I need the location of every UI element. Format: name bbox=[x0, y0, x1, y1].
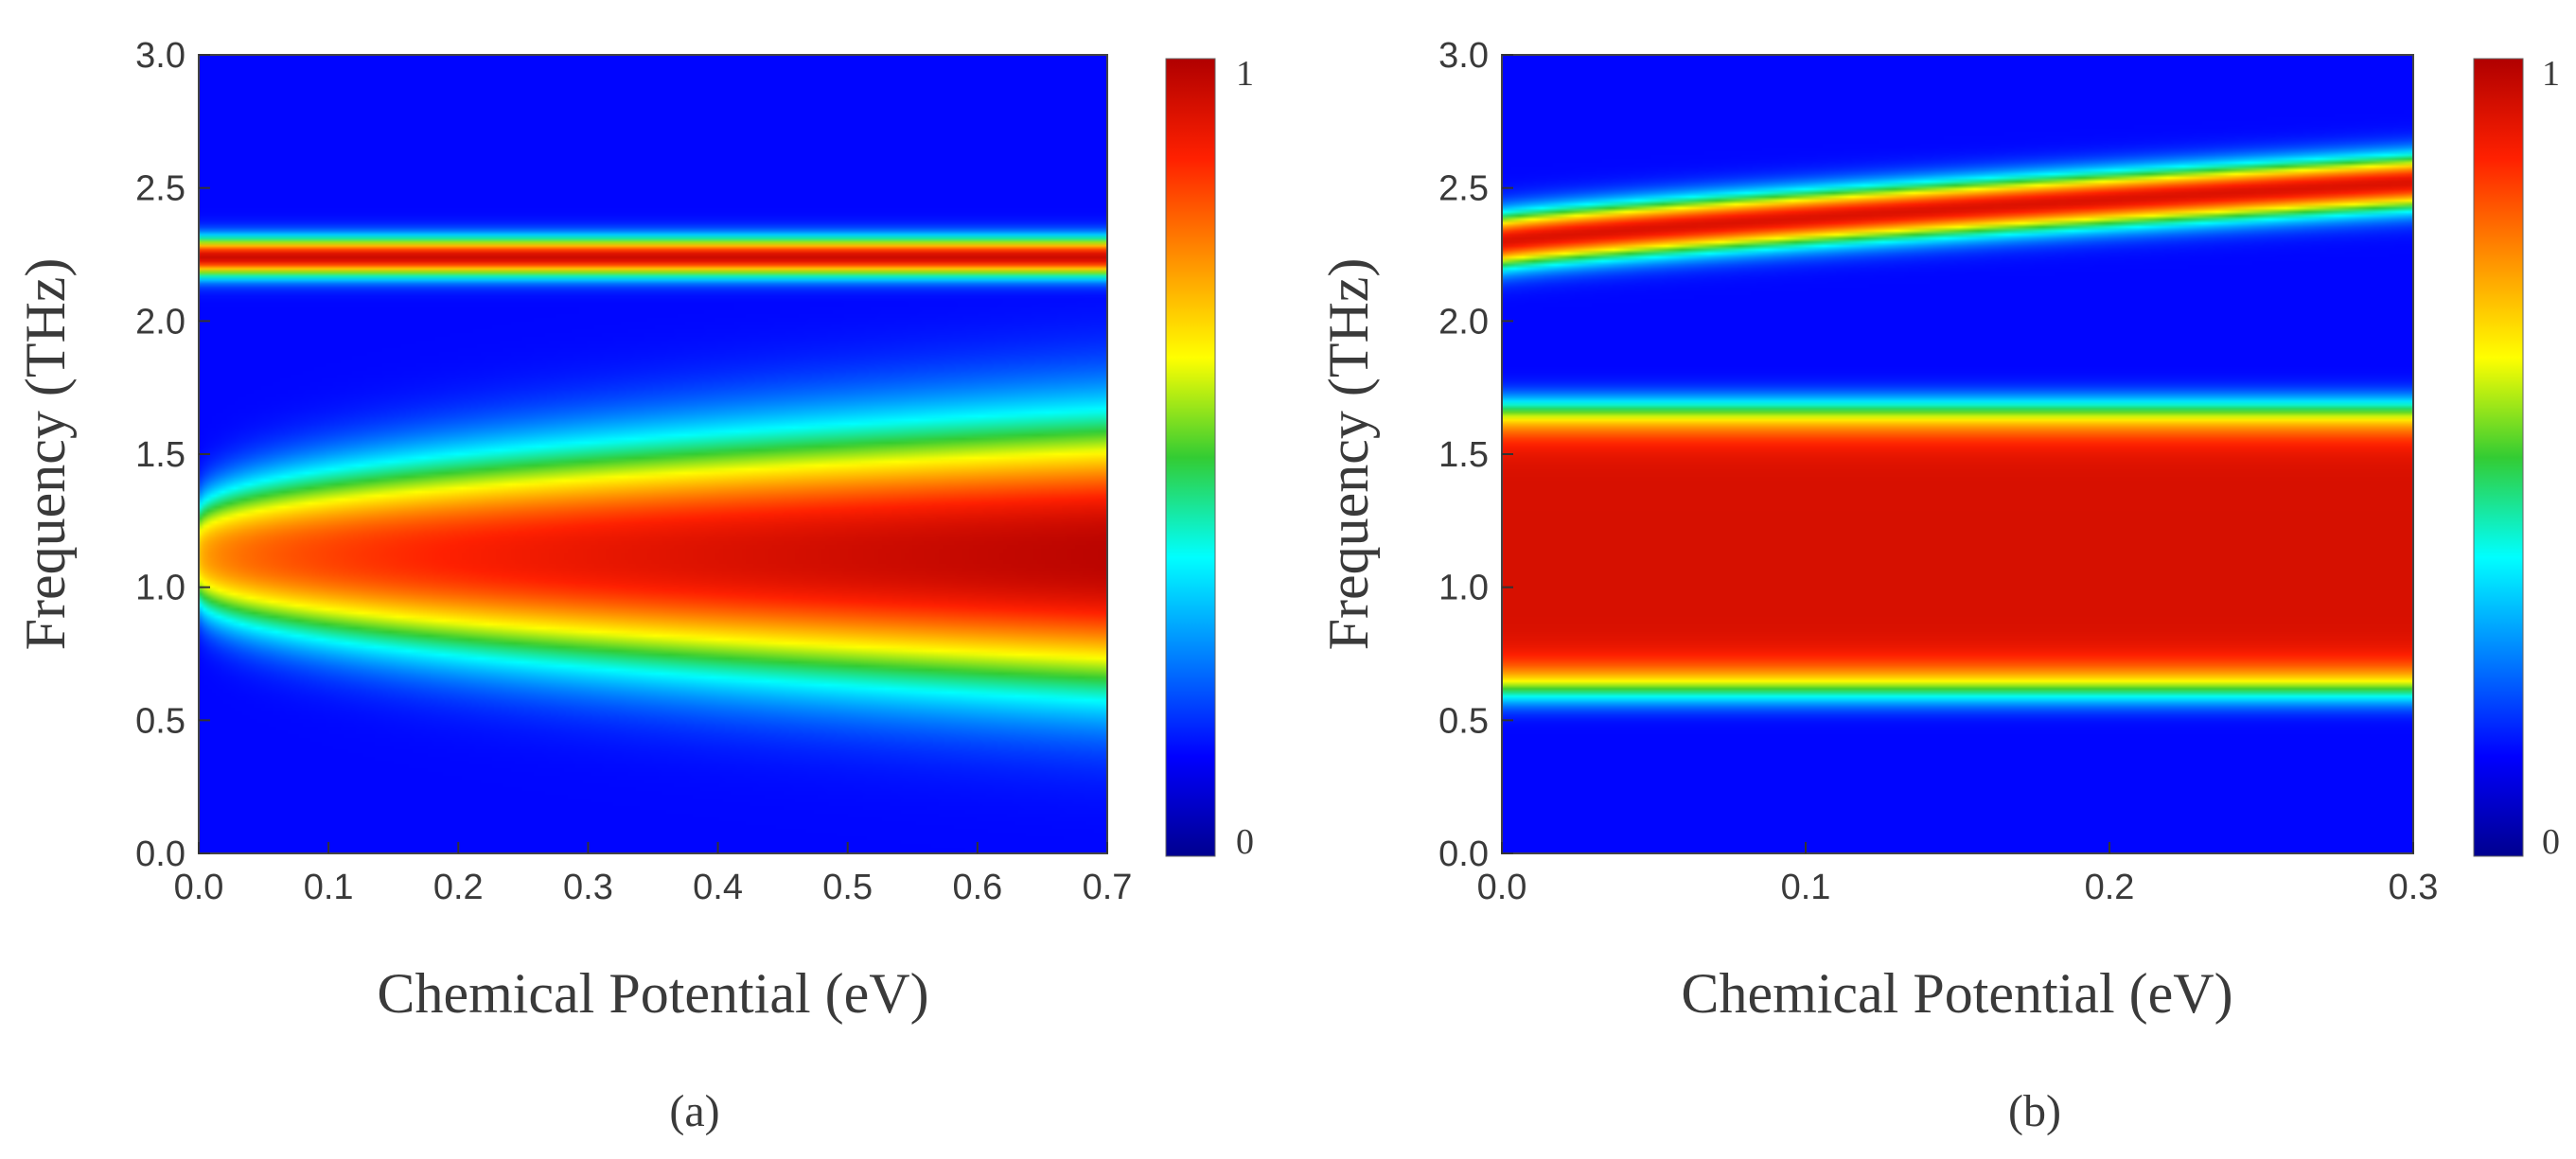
x-axis-label-a: Chemical Potential (eV) bbox=[377, 962, 928, 1025]
y-tick-label: 0.5 bbox=[1438, 701, 1489, 741]
colorbar-a bbox=[1165, 58, 1216, 857]
y-tick-label: 2.0 bbox=[1438, 302, 1489, 342]
colorbar-b bbox=[2473, 58, 2524, 857]
y-tick-label: 2.5 bbox=[135, 169, 185, 209]
heatmap-a bbox=[199, 55, 1107, 853]
x-tick-label: 0.0 bbox=[1477, 868, 1527, 907]
heatmap-b-container bbox=[1502, 55, 2413, 853]
y-tick-label: 3.0 bbox=[135, 36, 185, 76]
y-tick-label: 1.0 bbox=[1438, 569, 1489, 608]
x-tick-label: 0.3 bbox=[563, 868, 613, 907]
y-tick-label: 2.0 bbox=[135, 302, 185, 342]
colorbar-max-label-b: 1 bbox=[2542, 54, 2560, 94]
y-tick-label: 0.5 bbox=[135, 701, 185, 741]
x-axis-ticks-a: 0.0 0.1 0.2 0.3 0.4 0.5 0.6 0.7 bbox=[174, 842, 1133, 907]
y-tick-label: 0.0 bbox=[135, 834, 185, 874]
x-tick-label: 0.6 bbox=[952, 868, 1002, 907]
x-tick-label: 0.4 bbox=[693, 868, 743, 907]
y-tick-label: 2.5 bbox=[1438, 169, 1489, 209]
x-tick-label: 0.2 bbox=[433, 868, 484, 907]
colorbar-min-label-a: 0 bbox=[1236, 822, 1254, 862]
x-tick-label: 0.3 bbox=[2389, 868, 2439, 907]
y-tick-label: 0.0 bbox=[1438, 834, 1489, 874]
heatmap-a-container bbox=[199, 55, 1107, 853]
y-axis-ticks-b: 0.0 0.5 1.0 1.5 2.0 2.5 3.0 bbox=[1438, 36, 1513, 874]
chart-b: 0.0 0.5 1.0 1.5 2.0 2.5 3.0 0.0 0.1 0.2 0.3 Chemi… bbox=[1317, 36, 2560, 1136]
y-axis-label-b: Frequency (THz) bbox=[1317, 258, 1380, 651]
x-axis-ticks-b: 0.0 0.1 0.2 0.3 bbox=[1477, 842, 2439, 907]
x-axis-label-b: Chemical Potential (eV) bbox=[1681, 962, 2232, 1025]
chart-a: 0.0 0.5 1.0 1.5 2.0 2.5 3.0 0.0 0.1 0.2 0.3 0.4 0.5… bbox=[14, 36, 1254, 1136]
x-tick-label: 0.2 bbox=[2085, 868, 2135, 907]
colorbar-max-label-a: 1 bbox=[1236, 54, 1254, 94]
y-axis-ticks-a: 0.0 0.5 1.0 1.5 2.0 2.5 3.0 bbox=[135, 36, 210, 874]
y-axis-label-a: Frequency (THz) bbox=[14, 258, 77, 651]
panel-label-a: (a) bbox=[669, 1086, 719, 1136]
x-tick-label: 0.5 bbox=[822, 868, 873, 907]
colorbar-min-label-b: 0 bbox=[2542, 822, 2560, 862]
x-tick-label: 0.1 bbox=[304, 868, 354, 907]
y-tick-label: 3.0 bbox=[1438, 36, 1489, 76]
x-tick-label: 0.7 bbox=[1083, 868, 1133, 907]
heatmap-b bbox=[1502, 55, 2413, 853]
y-tick-label: 1.5 bbox=[1438, 435, 1489, 475]
y-tick-label: 1.0 bbox=[135, 569, 185, 608]
y-tick-label: 1.5 bbox=[135, 435, 185, 475]
x-tick-label: 0.1 bbox=[1781, 868, 1831, 907]
x-tick-label: 0.0 bbox=[174, 868, 224, 907]
panel-label-b: (b) bbox=[2008, 1086, 2061, 1136]
